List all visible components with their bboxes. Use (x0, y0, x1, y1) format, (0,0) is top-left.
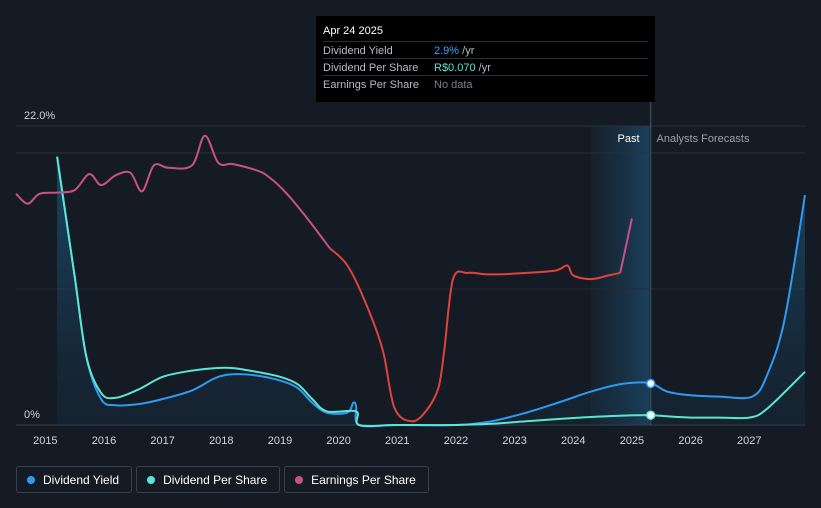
dividend-yield-area (57, 156, 806, 427)
y-tick-label-zero: 0% (24, 409, 40, 421)
x-tick-label: 2016 (92, 435, 116, 447)
legend-dot (27, 475, 35, 484)
legend-label: Dividend Per Share (163, 472, 268, 487)
x-tick-label: 2020 (326, 435, 350, 447)
legend-item-dividend-yield[interactable]: Dividend Yield (16, 466, 133, 493)
dividend-per-share-marker (645, 410, 656, 420)
tooltip-label: Dividend Yield (323, 45, 393, 57)
x-tick-label: 2021 (385, 435, 409, 447)
tooltip-row-dividend-yield: Dividend Yield 2.9% /yr (323, 41, 648, 59)
y-tick-label-max: 22.0% (24, 110, 55, 122)
x-tick-label: 2025 (620, 435, 644, 447)
dividend-per-share-line (56, 156, 806, 428)
earnings-per-share-line-recent (619, 218, 633, 274)
legend-label: Earnings Per Share (311, 472, 416, 487)
tooltip-value: No data (434, 79, 473, 91)
forecast-label: Analysts Forecasts (657, 133, 750, 145)
x-tick-label: 2026 (678, 435, 702, 447)
tooltip-value: 2.9% /yr (434, 45, 475, 57)
tooltip-label: Dividend Per Share (323, 62, 419, 74)
x-tick-label: 2023 (502, 435, 526, 447)
chart-legend: Dividend Yield Dividend Per Share Earnin… (16, 466, 429, 493)
x-tick-label: 2027 (737, 435, 761, 447)
tooltip-date: Apr 24 2025 (323, 25, 383, 37)
x-tick-label: 2015 (33, 435, 57, 447)
legend-item-dividend-per-share[interactable]: Dividend Per Share (136, 466, 281, 493)
tooltip-label: Earnings Per Share (323, 79, 419, 91)
legend-item-earnings-per-share[interactable]: Earnings Per Share (284, 466, 429, 493)
x-tick-label: 2018 (209, 435, 233, 447)
data-tooltip: Apr 24 2025 Dividend Yield 2.9% /yr Divi… (316, 16, 655, 102)
x-tick-label: 2017 (150, 435, 174, 447)
legend-dot (147, 475, 156, 484)
tooltip-row-earnings-per-share: Earnings Per Share No data (323, 75, 648, 93)
earnings-per-share-line-negative (329, 247, 621, 423)
x-tick-label: 2024 (561, 435, 585, 447)
tooltip-value: R$0.070 /yr (434, 62, 491, 74)
legend-label: Dividend Yield (43, 472, 120, 487)
dividend-yield-line (56, 156, 806, 428)
dividend-yield-marker (645, 378, 656, 389)
past-label: Past (618, 133, 640, 145)
tooltip-row-dividend-per-share: Dividend Per Share R$0.070 /yr (323, 58, 648, 76)
legend-dot (295, 475, 304, 484)
earnings-per-share-line (15, 134, 331, 249)
x-tick-label: 2022 (444, 435, 468, 447)
past-region-band (590, 126, 650, 425)
x-tick-label: 2019 (268, 435, 292, 447)
